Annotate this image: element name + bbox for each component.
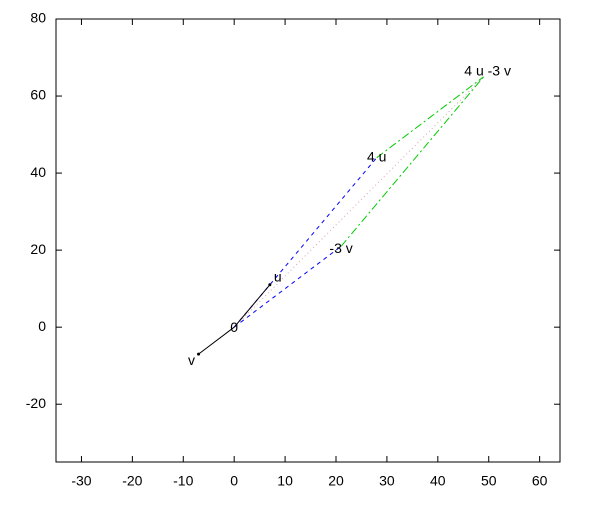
edge: [376, 76, 484, 159]
x-tick-label: -30: [71, 473, 91, 489]
x-tick-label: 20: [328, 473, 344, 489]
point-label: 4 u: [367, 148, 386, 164]
y-tick-label: 20: [30, 241, 46, 257]
x-tick-label: -20: [122, 473, 142, 489]
plot-frame: [55, 18, 561, 463]
y-tick-label: 80: [30, 10, 46, 26]
point-label: 0: [230, 319, 238, 335]
x-tick-label: 10: [277, 473, 293, 489]
vector-tip: [197, 352, 201, 356]
y-tick-label: 60: [30, 87, 46, 103]
point-label: 4 u -3 v: [464, 62, 511, 78]
x-tick-label: -10: [173, 473, 193, 489]
point-label: -3 v: [329, 240, 352, 256]
vector: [198, 326, 235, 355]
y-tick-label: -20: [26, 395, 46, 411]
x-tick-label: 0: [230, 473, 238, 489]
vector: [233, 284, 271, 328]
x-tick-label: 50: [481, 473, 497, 489]
x-tick-label: 30: [379, 473, 395, 489]
y-tick-label: 40: [30, 164, 46, 180]
edge: [233, 157, 378, 328]
point-label: u: [274, 269, 282, 285]
x-tick-label: 60: [532, 473, 548, 489]
edge: [340, 76, 485, 247]
x-tick-label: 40: [430, 473, 446, 489]
point-label: v: [188, 352, 195, 368]
y-tick-label: 0: [38, 318, 46, 334]
vector-tip: [268, 283, 272, 287]
diagonal: [233, 76, 484, 328]
edge: [233, 245, 342, 328]
